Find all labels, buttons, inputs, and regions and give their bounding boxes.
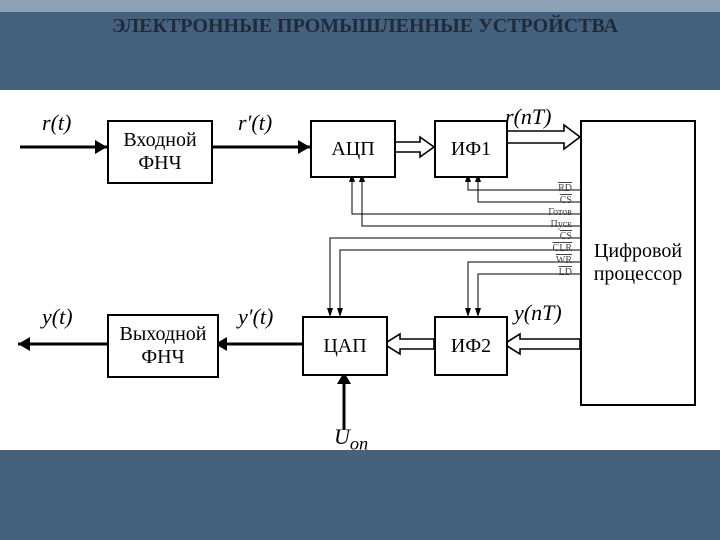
pin-label: CS — [560, 231, 572, 242]
slide-root: ЭЛЕКТРОННЫЕ ПРОМЫШЛЕННЫЕ УСТРОЙСТВА Вход… — [0, 0, 720, 540]
block-label: ЦАП — [323, 335, 366, 358]
signal-r_prime: r′(t) — [238, 110, 272, 136]
pin-label: CS — [560, 195, 572, 206]
block-label: ИФ2 — [451, 335, 491, 358]
block-cpu: Цифровойпроцессор — [580, 120, 696, 406]
pin-label: Пуск — [550, 219, 572, 230]
signal-y_nT: y(nT) — [514, 300, 562, 326]
page-title: ЭЛЕКТРОННЫЕ ПРОМЫШЛЕННЫЕ УСТРОЙСТВА — [85, 15, 645, 38]
pin-label: Готов — [548, 207, 572, 218]
signal-y_prime: y′(t) — [238, 304, 273, 330]
pin-label: LD — [559, 267, 572, 278]
pin-label: RD — [558, 183, 572, 194]
block-label: ВыходнойФНЧ — [119, 323, 206, 369]
block-adc: АЦП — [310, 120, 396, 178]
block-dac: ЦАП — [302, 316, 388, 376]
diagram-area: ВходнойФНЧ АЦП ИФ1 Цифровойпроцессор Выходно… — [0, 90, 720, 450]
block-if1: ИФ1 — [434, 120, 508, 178]
signal-r_t: r(t) — [42, 110, 71, 136]
block-label: Цифровойпроцессор — [594, 240, 683, 286]
block-if2: ИФ2 — [434, 316, 508, 376]
block-out_lpf: ВыходнойФНЧ — [107, 314, 219, 378]
signal-U_ref: Uоп — [334, 424, 368, 454]
pin-label: WR — [556, 255, 572, 266]
block-label: АЦП — [331, 138, 374, 161]
pin-label: CLR — [553, 243, 572, 254]
block-label: ВходнойФНЧ — [123, 129, 196, 175]
signal-y_t: y(t) — [42, 304, 73, 330]
block-label: ИФ1 — [451, 138, 491, 161]
signal-r_nT: r(nT) — [505, 104, 551, 130]
block-in_lpf: ВходнойФНЧ — [107, 120, 213, 184]
